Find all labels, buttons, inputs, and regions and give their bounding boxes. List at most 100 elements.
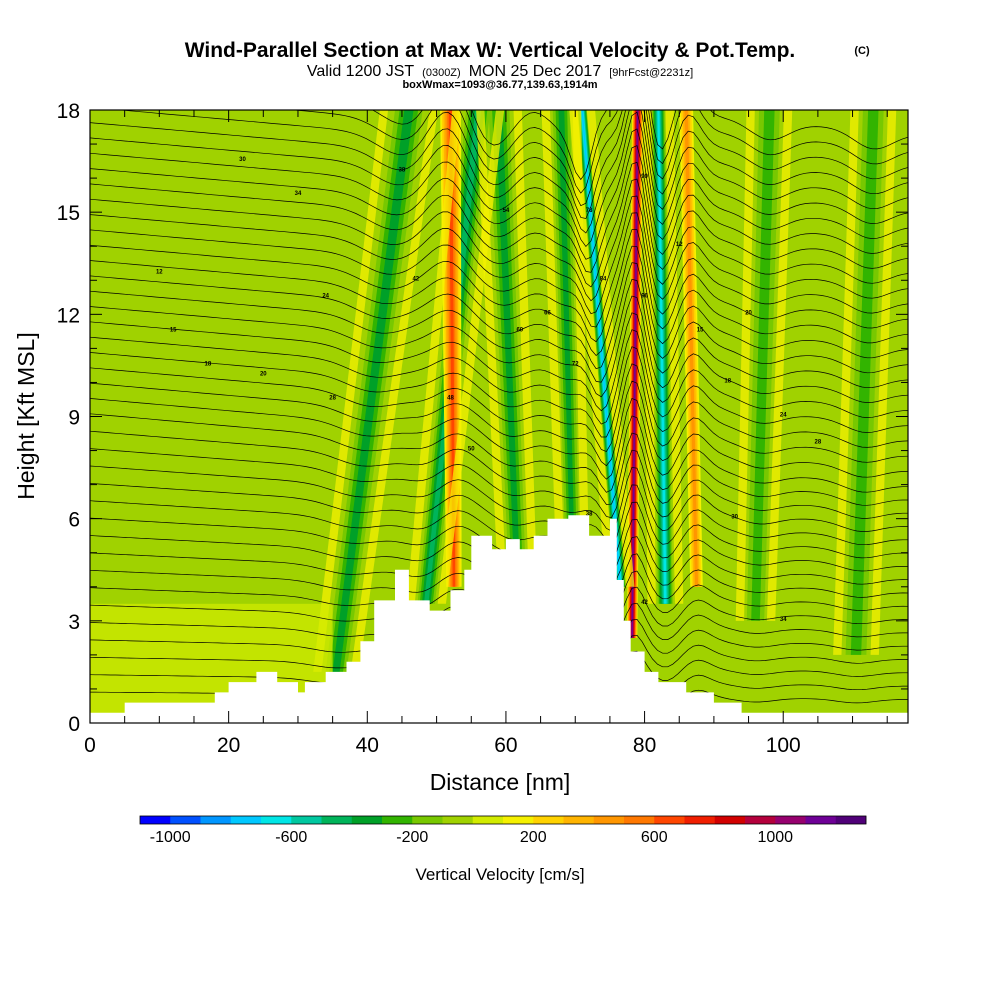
y-tick-label-1: 3 — [68, 611, 80, 634]
contour-label-9: 42 — [412, 276, 419, 282]
colorbar-swatch-7 — [351, 816, 383, 824]
velocity-band-7-level-5 — [657, 110, 667, 604]
colorbar-swatch-10 — [442, 816, 474, 824]
terrain-mask — [90, 515, 908, 723]
colorbar-swatch-14 — [563, 816, 595, 824]
theta-contour-36 — [117, 110, 908, 219]
y-tick-label-3: 9 — [68, 407, 80, 430]
x-tick-label-2: 40 — [356, 734, 379, 757]
contour-label-8: 38 — [399, 167, 406, 173]
contour-label-7: 34 — [295, 191, 302, 197]
x-tick-label-4: 80 — [633, 734, 656, 757]
colorbar-label-2: -200 — [396, 829, 428, 846]
velocity-band-edge-4-right — [572, 110, 589, 536]
x-axis-label: Distance [nm] — [430, 769, 571, 795]
contour-label-13: 60 — [516, 327, 523, 333]
colorbar-swatch-17 — [654, 816, 685, 824]
colorbar-frame — [139, 815, 867, 825]
theta-contour-23 — [90, 295, 908, 398]
x-axis-ticks: 0 20 40 60 80 100 — [84, 110, 888, 757]
velocity-band-9-level-1 — [751, 110, 775, 621]
colorbar-labels: -1000 -600 -200 200 600 1000 — [150, 829, 793, 846]
colorbar-label-4: 600 — [641, 829, 668, 846]
colorbar-swatch-0 — [140, 816, 171, 824]
contour-label-20: 12 — [676, 242, 683, 248]
y-tick-label-0: 0 — [68, 713, 80, 736]
contour-label-26: 30 — [731, 515, 738, 521]
velocity-band-edge-10-right — [870, 110, 897, 655]
contour-label-16: 78 — [586, 208, 593, 214]
y-tick-label-5: 15 — [57, 202, 80, 225]
valid-prefix: Valid 1200 JST — [307, 63, 415, 80]
contour-label-17: 84 — [600, 276, 607, 282]
contour-label-18: 90 — [641, 174, 648, 180]
contour-label-1: 15 — [170, 327, 177, 333]
theta-contour-16 — [90, 413, 908, 493]
theta-contour-37 — [290, 110, 908, 207]
colorbar-swatch-19 — [714, 816, 746, 824]
theta-contour-24 — [90, 278, 908, 383]
plot-area: 12 15 18 20 24 28 30 34 38 42 48 50 54 60 66 72 78 84 90 96… — [90, 110, 908, 723]
theta-contour-30 — [90, 178, 908, 302]
colorbar-swatch-2 — [200, 816, 232, 824]
x-tick-label-5: 100 — [766, 734, 801, 757]
theta-contour-27 — [90, 229, 908, 343]
contour-label-27: 34 — [780, 617, 787, 623]
theta-contour-38 — [371, 110, 908, 194]
theta-contour-15 — [90, 430, 908, 506]
contour-label-12: 54 — [503, 208, 510, 214]
colorbar-swatch-23 — [835, 816, 867, 824]
box-wmax-info: boxWmax=1093@36.77,139.63,1914m — [402, 79, 597, 91]
valid-time-line: Valid 1200 JST (0300Z) MON 25 Dec 2017 [… — [307, 63, 693, 80]
colorbar-swatch-9 — [412, 816, 443, 824]
colorbar-swatch-18 — [684, 816, 716, 824]
contour-label-23: 20 — [745, 310, 752, 316]
theta-contour-26 — [90, 245, 908, 356]
contour-label-15: 72 — [572, 361, 579, 367]
colorbar-title: Vertical Velocity [cm/s] — [415, 865, 584, 884]
contour-label-2: 18 — [205, 361, 212, 367]
contour-label-4: 24 — [322, 293, 329, 299]
theta-contour-29 — [90, 195, 908, 315]
theta-contour-20 — [90, 346, 908, 438]
colorbar-swatch-1 — [170, 816, 201, 824]
contour-label-5: 28 — [329, 395, 336, 401]
theta-contour-32 — [90, 145, 908, 273]
contour-label-28: 38 — [586, 511, 593, 517]
colorbar-swatch-15 — [593, 816, 625, 824]
contour-label-29: 42 — [641, 600, 648, 606]
velocity-band-edge-5-left — [569, 110, 615, 587]
contour-label-22: 18 — [724, 378, 731, 384]
contour-label-10: 48 — [447, 395, 454, 401]
x-tick-label-3: 60 — [494, 734, 517, 757]
theta-contour-28 — [90, 212, 908, 328]
theta-contour-33 — [90, 128, 908, 260]
colorbar-label-5: 1000 — [757, 829, 793, 846]
theta-contour-14 — [90, 448, 908, 519]
y-axis-label: Height [Kft MSL] — [13, 332, 39, 499]
velocity-band-4-level-2 — [558, 110, 575, 536]
contour-label-6: 30 — [239, 157, 246, 163]
theta-contour-13 — [90, 465, 908, 532]
velocity-band-10-level-1 — [850, 110, 879, 655]
y-tick-label-2: 6 — [68, 509, 80, 532]
colorbar-swatch-22 — [805, 816, 837, 824]
colorbar-swatch-11 — [472, 816, 504, 824]
y-tick-label-6: 18 — [57, 100, 80, 123]
contour-label-19: 96 — [641, 293, 648, 299]
contour-label-24: 24 — [780, 413, 787, 419]
theta-contour-12 — [90, 483, 908, 546]
colorbar-swatch-13 — [533, 816, 564, 824]
theta-contour-39 — [471, 110, 908, 181]
colorbar-swatch-20 — [745, 816, 776, 824]
contour-label-0: 12 — [156, 269, 163, 275]
theta-contour-31 — [90, 161, 908, 288]
velocity-band-8-level-3 — [684, 110, 699, 587]
chart-title: Wind-Parallel Section at Max W: Vertical… — [185, 39, 796, 62]
contour-label-25: 28 — [815, 440, 822, 446]
theta-contour-10 — [90, 517, 908, 572]
velocity-band-edge-7-right — [665, 110, 684, 604]
theta-contour-11 — [90, 500, 908, 559]
colorbar-swatch-16 — [624, 816, 655, 824]
